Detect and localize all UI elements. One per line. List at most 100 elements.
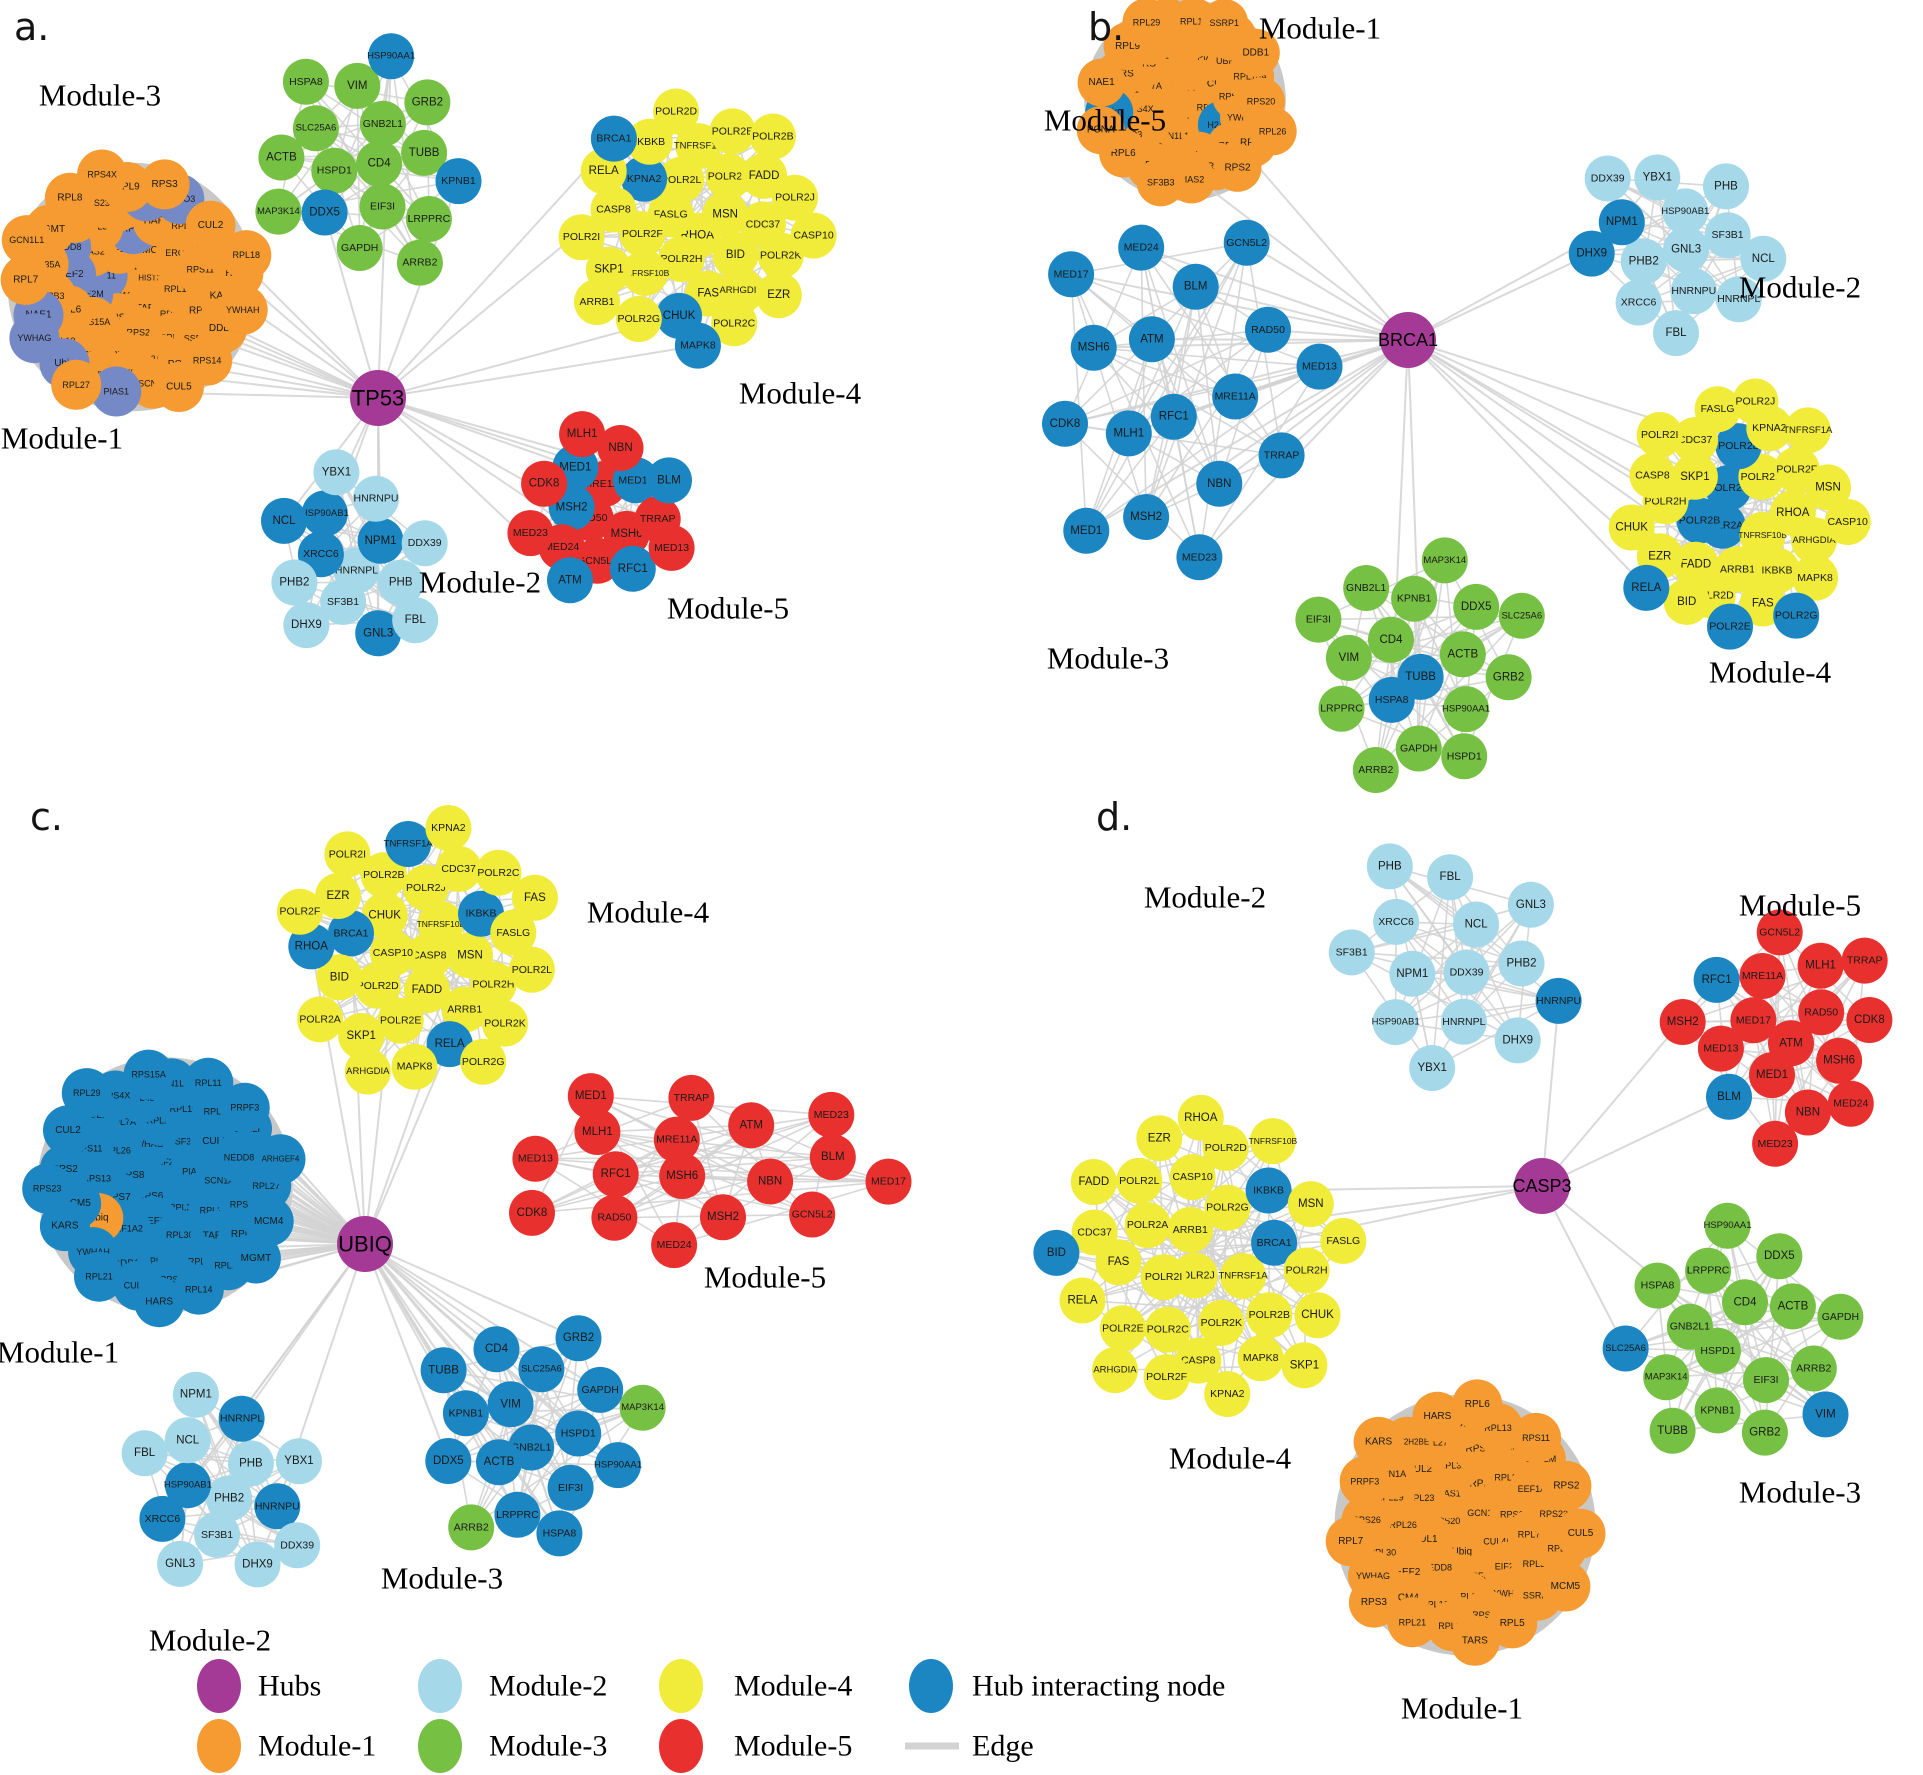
legend-swatch-hubs [197, 1659, 241, 1713]
edge [1070, 273, 1088, 532]
node-POLR2H [658, 236, 705, 283]
node-GNL3 [157, 1540, 204, 1587]
node-MSN [1805, 464, 1851, 511]
node-FASLG [1320, 1217, 1367, 1264]
node-SLC25A6 [518, 1346, 565, 1393]
node-HSPD1 [1441, 733, 1488, 780]
node-MSH6 [1816, 1037, 1863, 1084]
module-label-d-module-3: Module-3 [1739, 1475, 1861, 1510]
legend-swatch-hub-interacting-node [909, 1659, 953, 1713]
module-label-b-module-2: Module-2 [1739, 270, 1861, 305]
panel-letter-a: a. [14, 5, 49, 49]
node-ARHGDIA [1092, 1347, 1138, 1394]
node-SLC25A6 [1498, 592, 1545, 639]
node-NCL [261, 497, 307, 544]
node-POLR2I [1140, 1254, 1187, 1301]
node-HSPA8 [1634, 1262, 1681, 1309]
node-CDC37 [1071, 1209, 1118, 1256]
node-POLR2L [508, 946, 555, 993]
edge [364, 1243, 561, 1535]
panel-a: CD4HSPD1GNB2L1EIF3ISLC25A6TUBBDDX5VIMLRP… [0, 5, 862, 657]
legend-label: Module-2 [489, 1670, 607, 1703]
node-POLR2E [1099, 1305, 1146, 1352]
node-POLR2A [705, 153, 752, 200]
node-TRRAP [1258, 432, 1305, 479]
edge [690, 1097, 814, 1216]
legend-swatch-module-2 [418, 1659, 462, 1713]
edge [1085, 365, 1321, 532]
edge [364, 1243, 450, 1462]
node-MED17 [865, 1158, 912, 1205]
module-label-c-module-3: Module-3 [381, 1561, 503, 1596]
edge [1407, 252, 1593, 341]
node-GAPDH [577, 1366, 624, 1413]
node-POLR2E [377, 997, 424, 1044]
node-POLR2K [1198, 1299, 1245, 1346]
edge [1140, 246, 1283, 457]
node-NPM1 [1598, 199, 1645, 246]
edge [377, 344, 699, 399]
edge [377, 397, 577, 469]
node-CASP10 [1824, 499, 1871, 545]
node-PHB2 [1620, 238, 1667, 285]
node-CDK8 [1042, 400, 1088, 447]
node-MAP3K14 [1421, 537, 1468, 584]
module-label-a-module-4: Module-4 [739, 376, 862, 411]
node-MED23 [1752, 1120, 1799, 1167]
edge [240, 1243, 366, 1420]
node-CASP10 [790, 212, 837, 259]
panel-letter-c: c. [30, 795, 63, 839]
node-FBL [1427, 854, 1474, 901]
node-VIM [334, 62, 381, 109]
node-ARRB2 [448, 1504, 495, 1551]
edge [1145, 242, 1248, 518]
node-HARS [1412, 1391, 1463, 1442]
edge [1707, 1269, 1815, 1370]
panel-letter-d: d. [1096, 795, 1132, 839]
node-PHB [227, 1440, 274, 1487]
edge [1198, 365, 1321, 559]
node-CD4 [356, 140, 403, 187]
edge [1411, 972, 1560, 1002]
node-NPM1 [357, 517, 404, 564]
node-RPS15A [123, 1049, 174, 1100]
node-CUL5 [153, 362, 204, 412]
node-SF3B1 [1328, 929, 1375, 976]
legend-label: Hubs [258, 1670, 321, 1703]
node-ARHGDIA [1791, 517, 1837, 564]
node-CUL2 [185, 200, 236, 251]
node-HNRNPU [1670, 268, 1717, 315]
node-PRPF3 [219, 1082, 270, 1133]
node-MED13 [1697, 1025, 1744, 1072]
node-PHB [1366, 843, 1413, 890]
edge [1070, 273, 1321, 368]
node-EIF3I [1295, 596, 1342, 643]
node-ARHGDIA [344, 1048, 391, 1095]
legend-label: Edge [972, 1730, 1034, 1763]
node-ATM [728, 1102, 775, 1149]
node-POLR2I [1636, 412, 1683, 458]
node-HNRNPL [1440, 998, 1487, 1045]
node-HSPA8 [1368, 676, 1415, 723]
node-MAP3K14 [255, 188, 302, 235]
node-NAE1 [1077, 58, 1126, 107]
node-GCN5L2 [789, 1191, 836, 1238]
node-CDK8 [521, 460, 568, 507]
node-RELA [1059, 1277, 1106, 1324]
edge [1365, 587, 1510, 679]
node-CHUK [1608, 504, 1655, 551]
node-KPNB1 [442, 1390, 489, 1437]
node-MED1 [1749, 1052, 1795, 1099]
node-POLR2J [1732, 378, 1779, 425]
node-KPNB1 [1391, 575, 1438, 622]
node-LRPPRC [1318, 685, 1365, 732]
node-VIM [1802, 1391, 1849, 1438]
node-MAPK8 [391, 1043, 438, 1090]
node-GRB2 [1741, 1409, 1788, 1456]
edge [1431, 1000, 1560, 1069]
node-RPL27 [51, 359, 102, 410]
edge [495, 1348, 619, 1466]
node-POLR2D [653, 88, 700, 135]
node-BID [712, 232, 759, 279]
node-MSH2 [700, 1194, 746, 1241]
